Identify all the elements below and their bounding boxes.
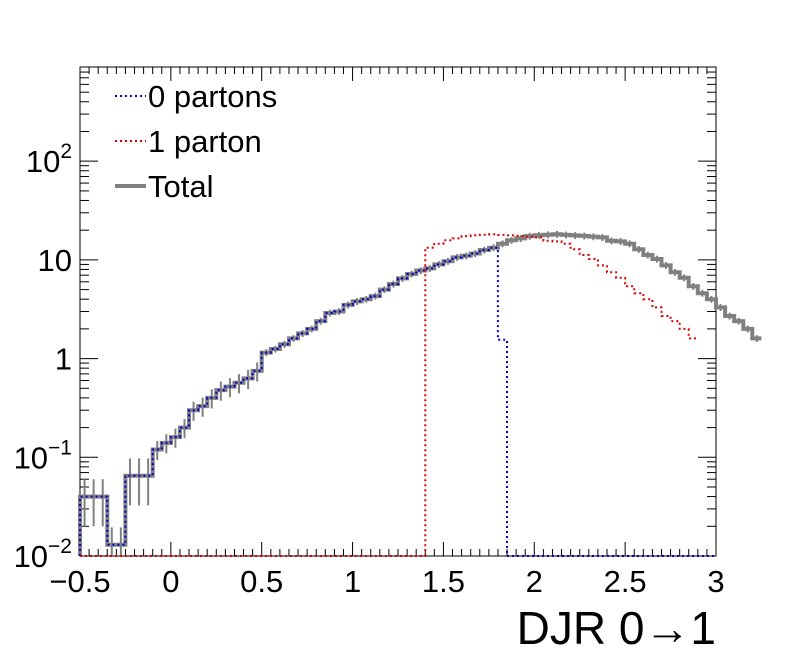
x-tick-label: 1: [344, 564, 361, 599]
x-tick-label: −0.5: [49, 564, 110, 599]
y-tick-label: 10: [38, 243, 72, 278]
legend-label: 1 parton: [148, 124, 262, 159]
x-tick-label: 0.5: [240, 564, 283, 599]
y-tick-labels: 10−2 10−1 1 10 102: [14, 140, 72, 574]
axis-ticks: [79, 66, 717, 557]
x-tick-label: 1.5: [422, 564, 465, 599]
x-tick-label: 2: [526, 564, 543, 599]
x-axis-label: DJR 0→1: [517, 602, 716, 654]
legend: 0 partons 1 parton Total: [115, 79, 277, 204]
series-layer: [78, 230, 762, 557]
y-tick-label: 102: [26, 140, 72, 179]
y-tick-label: 1: [55, 342, 72, 377]
x-tick-label: 2.5: [604, 564, 647, 599]
x-tick-label: 0: [162, 564, 179, 599]
series-1-parton: [80, 233, 698, 557]
y-tick-label: 10−2: [14, 535, 72, 574]
legend-label: 0 partons: [148, 79, 277, 114]
series-total: [78, 232, 762, 556]
legend-label: Total: [148, 169, 213, 204]
series-0-partons: [79, 246, 716, 557]
x-tick-label: 3: [707, 564, 724, 599]
y-tick-label: 10−1: [14, 436, 72, 475]
x-tick-labels: −0.5 0 0.5 1 1.5 2 2.5 3: [49, 564, 724, 599]
